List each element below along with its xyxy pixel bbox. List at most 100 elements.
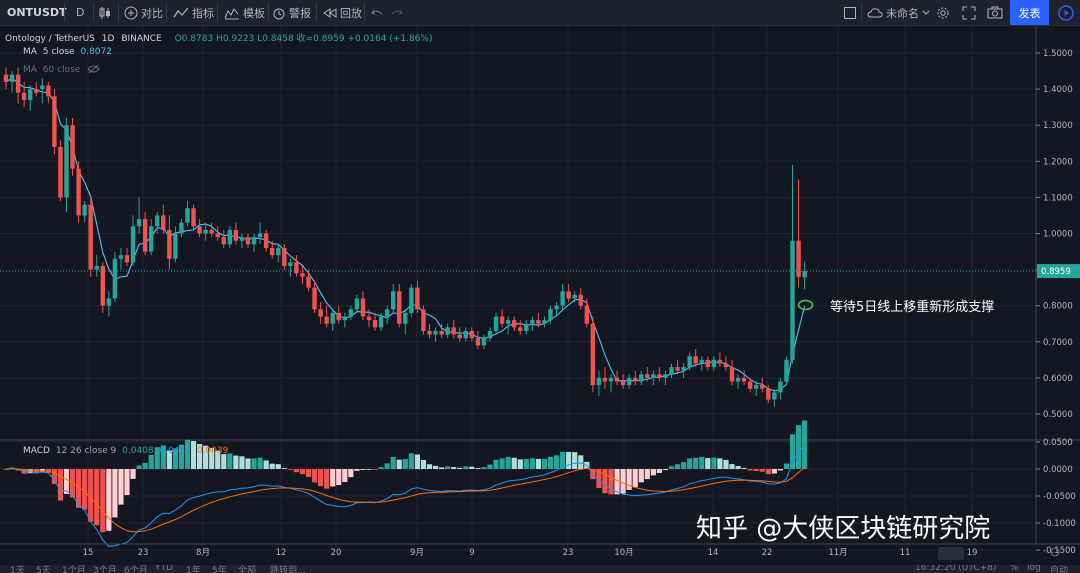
macd-histogram-bar — [281, 468, 287, 469]
fullscreen-toggle[interactable] — [843, 0, 857, 25]
ma5-legend[interactable]: MA 5 close 0.8072 — [23, 47, 112, 57]
macd-line-value: 0.0447 — [159, 446, 192, 456]
range-button[interactable]: 5天 — [36, 566, 51, 573]
range-button[interactable]: 6个月 — [124, 566, 148, 573]
chevron-down-icon — [922, 10, 930, 15]
range-button[interactable]: 1天 — [10, 566, 25, 573]
candle-body — [669, 367, 674, 375]
undo-button[interactable] — [370, 0, 384, 25]
toolbar-divider — [217, 3, 218, 22]
candle-body — [499, 316, 505, 324]
goto-button[interactable]: 跳转到... — [270, 566, 306, 573]
publish-button[interactable]: 发表 — [1010, 0, 1049, 25]
expand-button[interactable] — [962, 0, 976, 25]
macd-histogram-bar — [705, 458, 711, 469]
candle-body — [663, 374, 668, 378]
candle-body — [58, 146, 63, 198]
candle-body — [179, 222, 184, 234]
alert-button[interactable]: 警报 — [272, 0, 311, 25]
snapshot-button[interactable] — [987, 0, 1003, 25]
candle-body — [427, 330, 432, 335]
macd-histogram-bar — [293, 469, 299, 473]
price-tick-label: 1.4000 — [1043, 85, 1073, 95]
macd-histogram-bar — [687, 458, 693, 469]
macd-histogram-bar — [614, 469, 620, 495]
range-button[interactable]: 5年 — [212, 566, 227, 573]
macd-tick-label: -0.1000 — [1043, 519, 1076, 529]
last-price-tag — [1037, 264, 1080, 279]
macd-histogram-bar — [638, 469, 644, 483]
candle-body — [772, 392, 777, 400]
time-tick-label: 11月 — [828, 548, 847, 558]
candle-body — [100, 265, 105, 306]
candle-body — [21, 92, 27, 100]
candle-body — [445, 327, 450, 335]
macd-histogram-bar — [100, 469, 106, 533]
macd-histogram-bar — [239, 456, 245, 469]
macd-histogram-bar — [674, 464, 681, 469]
percent-toggle[interactable]: % — [1010, 565, 1019, 573]
macd-histogram-bar — [136, 465, 142, 469]
range-button[interactable]: 全部 — [238, 566, 257, 573]
candle-body — [778, 381, 783, 393]
auto-toggle[interactable]: 自动 — [1050, 566, 1069, 573]
price-chart[interactable]: 1.50001.40001.30001.20001.10001.00000.90… — [0, 26, 1080, 565]
candle-body — [330, 312, 335, 324]
candle-body — [40, 85, 45, 90]
candle-body — [215, 233, 220, 238]
log-toggle[interactable]: log — [1027, 565, 1041, 573]
templates-label: 模板 — [243, 6, 265, 20]
candle-body — [760, 385, 765, 389]
chart-type-button[interactable] — [97, 0, 113, 25]
candle-body — [106, 298, 112, 306]
macd-histogram-bar — [602, 469, 608, 494]
ma60-legend[interactable]: MA 60 close — [23, 64, 100, 75]
candle-body — [161, 215, 166, 230]
macd-histogram-bar — [777, 469, 783, 471]
candle-body — [657, 374, 662, 378]
redo-button[interactable] — [390, 0, 404, 25]
range-button[interactable]: 1个月 — [62, 566, 86, 573]
compare-button[interactable]: 对比 — [124, 0, 163, 25]
macd-histogram-bar — [529, 458, 535, 469]
candle-body — [294, 262, 299, 274]
replay-button[interactable]: 回放 — [323, 0, 362, 25]
macd-pane — [3, 420, 808, 547]
templates-button[interactable]: 模板 — [224, 0, 265, 25]
macd-histogram-bar — [57, 469, 64, 501]
macd-histogram-bar — [765, 469, 771, 475]
range-button[interactable]: 1年 — [186, 566, 201, 573]
macd-legend[interactable]: MACD 12 26 close 9 0.0408 0.0447 0.0039 — [23, 446, 228, 456]
macd-histogram-bar — [445, 466, 451, 469]
candle-body — [348, 309, 354, 317]
alert-label: 警报 — [289, 6, 311, 20]
candle-body — [766, 388, 771, 400]
legend-timeframe: 1D — [101, 34, 115, 44]
macd-histogram-bar — [311, 469, 318, 483]
price-tick-label: 0.6000 — [1043, 374, 1073, 384]
range-button[interactable]: YTD — [155, 565, 173, 573]
candle-body — [639, 374, 644, 382]
eye-hidden-icon[interactable] — [87, 64, 100, 74]
range-button[interactable]: 3个月 — [93, 566, 117, 573]
macd-histogram-bar — [668, 466, 675, 469]
macd-histogram-bar — [51, 469, 57, 484]
price-tick-label: 0.5000 — [1043, 410, 1073, 420]
clock-label: 16:32:20 (UTC+8) — [915, 565, 997, 573]
candle-body — [185, 208, 190, 223]
settings-button[interactable] — [936, 0, 950, 25]
macd-histogram-bar — [124, 469, 130, 496]
time-tick-label: 9月 — [410, 548, 424, 558]
symbol-search[interactable]: ONTUSDT — [7, 0, 67, 25]
indicators-button[interactable]: 指标 — [173, 0, 214, 25]
interval-button[interactable]: D — [76, 0, 84, 25]
time-tick-label: 15 — [83, 548, 94, 558]
toolbar-divider — [364, 3, 365, 22]
toolbar-divider — [316, 3, 317, 22]
macd-histogram-bar — [432, 465, 439, 469]
rewind-icon — [323, 7, 337, 18]
toolbar-divider — [166, 3, 167, 22]
play-button[interactable] — [1052, 0, 1080, 25]
layout-menu[interactable]: 未命名 — [867, 0, 930, 25]
macd-histogram-bar — [457, 467, 463, 469]
